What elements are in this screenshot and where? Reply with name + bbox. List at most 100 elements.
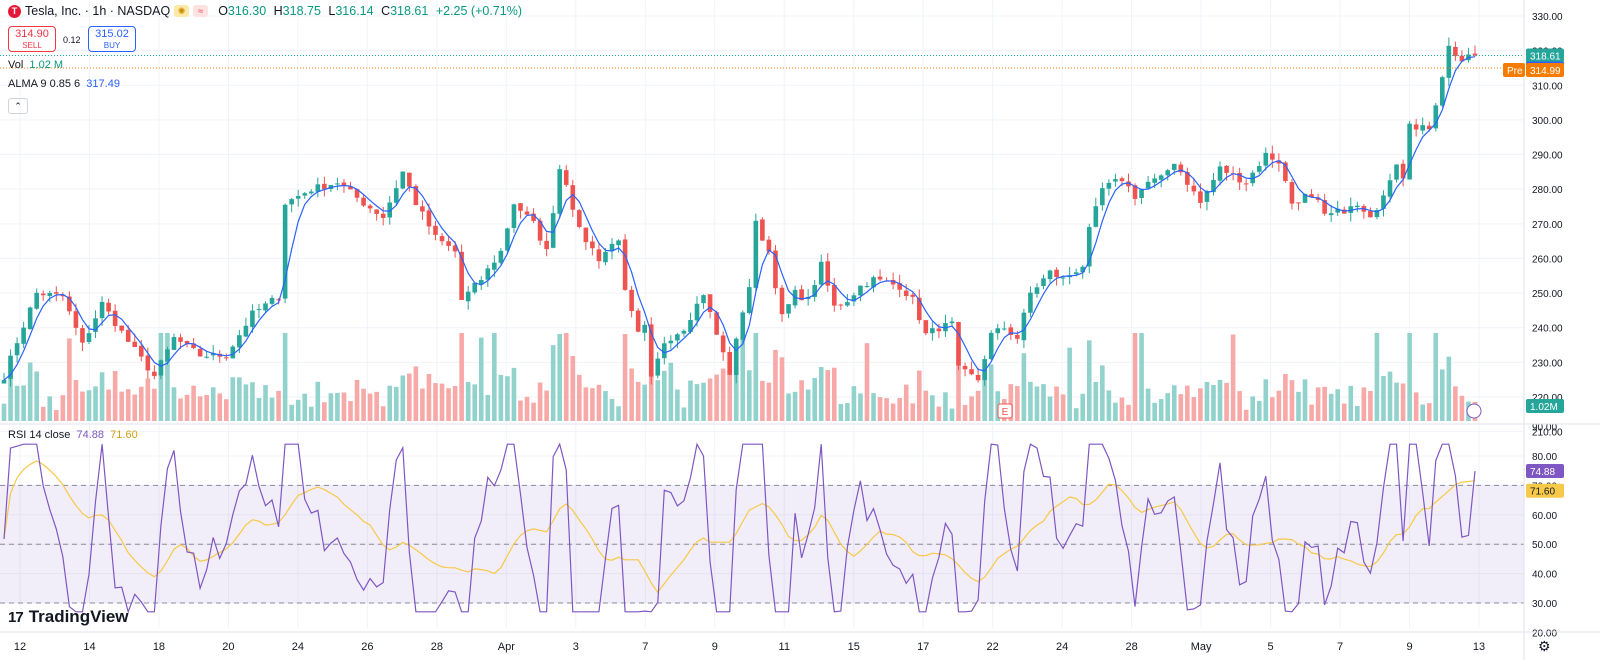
candle-body: [1041, 278, 1046, 286]
rsi-legend[interactable]: RSI 14 close 74.88 71.60: [8, 429, 138, 441]
volume-bar: [335, 392, 340, 421]
candle-body: [1420, 125, 1425, 131]
volume-bar: [707, 378, 713, 421]
candle-body: [295, 196, 301, 199]
volume-bar: [1283, 373, 1288, 421]
tradingview-logo[interactable]: 17 TradingView: [8, 607, 129, 626]
candle-body: [119, 325, 124, 331]
candle-body: [400, 171, 406, 189]
volume-bar: [407, 373, 412, 421]
candle-body: [1335, 208, 1341, 213]
candle-body: [361, 197, 366, 206]
candle-body: [1355, 205, 1360, 208]
volume-bar: [1126, 404, 1131, 421]
volume-bar: [138, 386, 144, 421]
volume-bar: [668, 362, 674, 421]
volume-bar: [590, 388, 595, 421]
volume-bar: [871, 393, 876, 421]
volume-bar: [1204, 381, 1210, 421]
volume-bar: [1276, 390, 1282, 421]
time-tick-label: 20: [222, 641, 234, 653]
candle-body: [962, 365, 968, 370]
collapse-indicators-button[interactable]: ⌃: [8, 98, 28, 114]
volume-bar: [1315, 387, 1321, 421]
volume-bar: [269, 397, 275, 421]
volume-bar: [106, 389, 111, 421]
candle-body: [1, 380, 7, 384]
candle-body: [125, 329, 131, 342]
candle-body: [86, 333, 92, 342]
symbol-title[interactable]: Tesla, Inc. · 1h · NASDAQ: [25, 4, 171, 18]
volume-bar: [1296, 391, 1301, 421]
candle-body: [237, 335, 242, 348]
volume-bar: [1211, 384, 1216, 421]
volume-bar: [681, 407, 687, 421]
candle-body: [472, 282, 478, 293]
candle-body: [1158, 175, 1164, 180]
volume-bar: [54, 410, 59, 421]
candle-body: [688, 319, 693, 332]
volume-bar: [609, 398, 615, 421]
volume-bar: [818, 367, 824, 421]
candle-body: [1472, 53, 1478, 56]
volume-bar: [884, 398, 889, 421]
candle-body: [1211, 179, 1216, 193]
candle-body: [485, 268, 491, 280]
volume-bar: [1015, 386, 1020, 421]
volume-bar: [210, 387, 216, 421]
candle-body: [505, 228, 510, 251]
volume-bar: [969, 396, 974, 421]
candle-body: [14, 343, 20, 356]
market-closed-icon[interactable]: ✺: [174, 5, 190, 17]
alma-legend[interactable]: ALMA 9 0.85 6 317.49: [8, 78, 120, 90]
candle-body: [354, 189, 360, 198]
volume-bar: [662, 370, 667, 421]
volume-bar: [792, 391, 798, 421]
sell-button[interactable]: 314.90 SELL: [8, 26, 56, 52]
volume-bar: [1302, 379, 1308, 421]
volume-bar: [642, 384, 648, 421]
volume-bar: [949, 408, 955, 421]
candle-body: [518, 203, 523, 211]
candle-body: [1001, 328, 1007, 330]
volume-bar: [86, 390, 92, 421]
volume-bar: [125, 389, 131, 421]
volume-bar: [47, 396, 53, 421]
candle-body: [818, 261, 824, 285]
volume-bar: [531, 402, 536, 421]
pre-market-tag-label: Pre: [1507, 66, 1523, 77]
rsi-tick-label: 50.00: [1532, 540, 1557, 551]
lightning-icon: [1466, 403, 1482, 419]
gear-icon[interactable]: ⚙: [1538, 638, 1551, 654]
volume-bar: [936, 406, 942, 421]
volume-bar: [348, 401, 353, 421]
volume-bar: [622, 334, 628, 421]
volume-bar: [1433, 333, 1439, 421]
volume-bar: [760, 380, 765, 421]
candle-body: [1276, 160, 1282, 164]
candle-body: [1407, 123, 1412, 180]
candle-body: [675, 334, 680, 341]
volume-bar: [975, 390, 981, 421]
buy-button[interactable]: 315.02 BUY: [88, 26, 136, 52]
candle-body: [433, 225, 438, 235]
candle-body: [1106, 182, 1112, 189]
price-tick-label: 310.00: [1532, 81, 1563, 92]
candle-body: [897, 283, 902, 290]
volume-bar: [1054, 386, 1059, 421]
volume-bar: [1309, 404, 1314, 421]
rsi-tick-label: 80.00: [1532, 452, 1557, 463]
candle-body: [73, 311, 79, 328]
volume-bar: [1250, 396, 1256, 421]
volume-bar: [420, 388, 425, 421]
volume-bar: [276, 390, 281, 421]
data-delay-icon[interactable]: ≈: [193, 5, 209, 17]
candle-body: [1171, 163, 1177, 170]
time-tick-label: 7: [1337, 641, 1343, 653]
candle-body: [916, 297, 922, 321]
volume-legend[interactable]: Vol 1.02 M: [8, 59, 64, 71]
candle-body: [407, 172, 412, 187]
volume-bar: [688, 380, 693, 421]
candle-body: [590, 241, 595, 249]
